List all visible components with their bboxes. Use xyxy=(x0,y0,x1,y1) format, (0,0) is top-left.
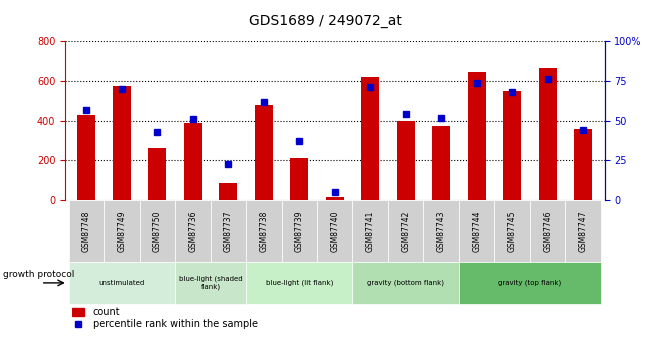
Bar xyxy=(175,200,211,262)
Text: GSM87741: GSM87741 xyxy=(366,210,375,252)
Bar xyxy=(246,262,352,304)
Bar xyxy=(220,183,237,200)
Bar xyxy=(352,200,388,262)
Text: percentile rank within the sample: percentile rank within the sample xyxy=(93,319,258,329)
Text: blue-light (shaded
flank): blue-light (shaded flank) xyxy=(179,276,242,290)
Bar xyxy=(352,262,459,304)
Bar xyxy=(68,200,104,262)
Text: unstimulated: unstimulated xyxy=(99,280,145,286)
Text: GSM87745: GSM87745 xyxy=(508,210,517,252)
Bar xyxy=(388,200,424,262)
Bar xyxy=(175,262,246,304)
Bar xyxy=(104,200,140,262)
Text: growth protocol: growth protocol xyxy=(3,270,75,279)
Text: GSM87737: GSM87737 xyxy=(224,210,233,252)
Bar xyxy=(530,200,566,262)
Bar xyxy=(68,262,175,304)
Text: GSM87746: GSM87746 xyxy=(543,210,552,252)
Bar xyxy=(361,77,379,200)
Bar xyxy=(211,200,246,262)
Bar xyxy=(184,123,202,200)
Text: GSM87743: GSM87743 xyxy=(437,210,446,252)
Bar xyxy=(255,105,272,200)
Bar xyxy=(291,158,308,200)
Text: GSM87740: GSM87740 xyxy=(330,210,339,252)
Bar xyxy=(495,200,530,262)
Text: GSM87750: GSM87750 xyxy=(153,210,162,252)
Text: GSM87736: GSM87736 xyxy=(188,210,198,252)
Text: GDS1689 / 249072_at: GDS1689 / 249072_at xyxy=(248,14,402,28)
Bar xyxy=(397,121,415,200)
Bar xyxy=(77,115,95,200)
Text: GSM87749: GSM87749 xyxy=(117,210,126,252)
Bar xyxy=(113,86,131,200)
Text: blue-light (lit flank): blue-light (lit flank) xyxy=(266,280,333,286)
Bar xyxy=(281,200,317,262)
Bar xyxy=(539,68,556,200)
Text: GSM87748: GSM87748 xyxy=(82,210,91,252)
Bar xyxy=(326,197,344,200)
Text: gravity (top flank): gravity (top flank) xyxy=(499,280,562,286)
Text: GSM87747: GSM87747 xyxy=(578,210,588,252)
Bar xyxy=(140,200,175,262)
Bar xyxy=(432,126,450,200)
Bar xyxy=(503,91,521,200)
Text: GSM87739: GSM87739 xyxy=(294,210,304,252)
Bar xyxy=(317,200,352,262)
Text: gravity (bottom flank): gravity (bottom flank) xyxy=(367,280,444,286)
Bar xyxy=(468,72,486,200)
Text: GSM87744: GSM87744 xyxy=(472,210,481,252)
Bar xyxy=(148,148,166,200)
Bar xyxy=(424,200,459,262)
Bar xyxy=(566,200,601,262)
Bar xyxy=(459,200,495,262)
Bar xyxy=(72,308,84,316)
Bar xyxy=(459,262,601,304)
Text: count: count xyxy=(93,307,121,317)
Bar xyxy=(575,129,592,200)
Bar xyxy=(246,200,281,262)
Text: GSM87742: GSM87742 xyxy=(401,210,410,252)
Text: GSM87738: GSM87738 xyxy=(259,210,268,252)
